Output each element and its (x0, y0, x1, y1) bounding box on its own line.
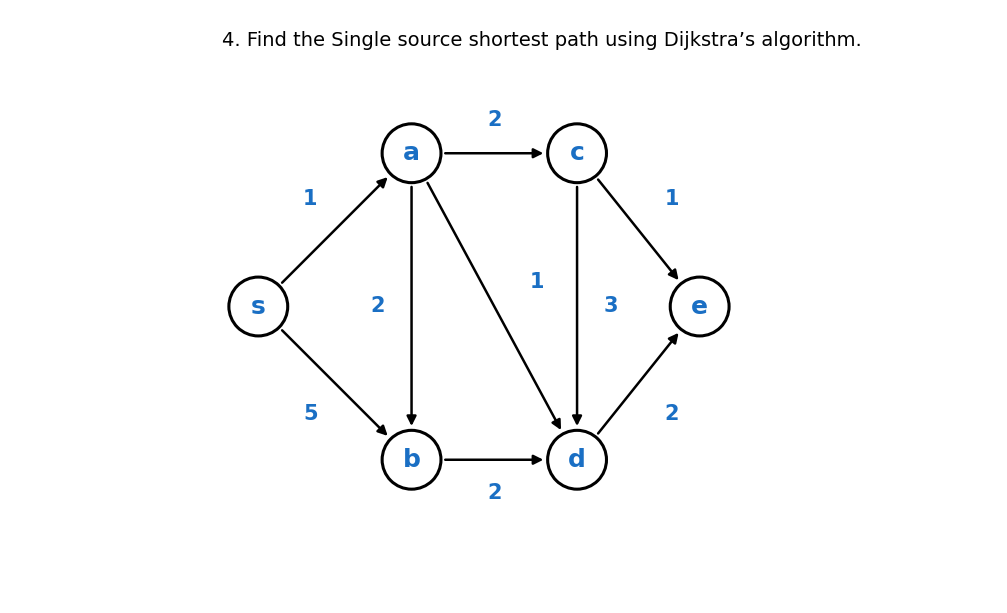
Text: 3: 3 (603, 297, 618, 316)
Circle shape (229, 277, 288, 336)
Text: d: d (568, 447, 586, 472)
Text: a: a (403, 141, 420, 166)
Text: 1: 1 (303, 189, 317, 209)
Text: 2: 2 (665, 404, 680, 424)
Text: b: b (403, 447, 421, 472)
Text: 2: 2 (487, 110, 501, 129)
Text: 2: 2 (487, 484, 501, 503)
Text: 1: 1 (530, 272, 545, 292)
Text: 1: 1 (665, 189, 680, 209)
Text: 4. Find the Single source shortest path using Dijkstra’s algorithm.: 4. Find the Single source shortest path … (222, 31, 861, 50)
Text: 2: 2 (371, 297, 385, 316)
Circle shape (671, 277, 729, 336)
Circle shape (382, 124, 441, 183)
Text: 5: 5 (303, 404, 318, 424)
Circle shape (548, 124, 606, 183)
Text: e: e (691, 294, 708, 319)
Text: c: c (570, 141, 584, 166)
Circle shape (382, 430, 441, 489)
Text: s: s (251, 294, 266, 319)
Circle shape (548, 430, 606, 489)
